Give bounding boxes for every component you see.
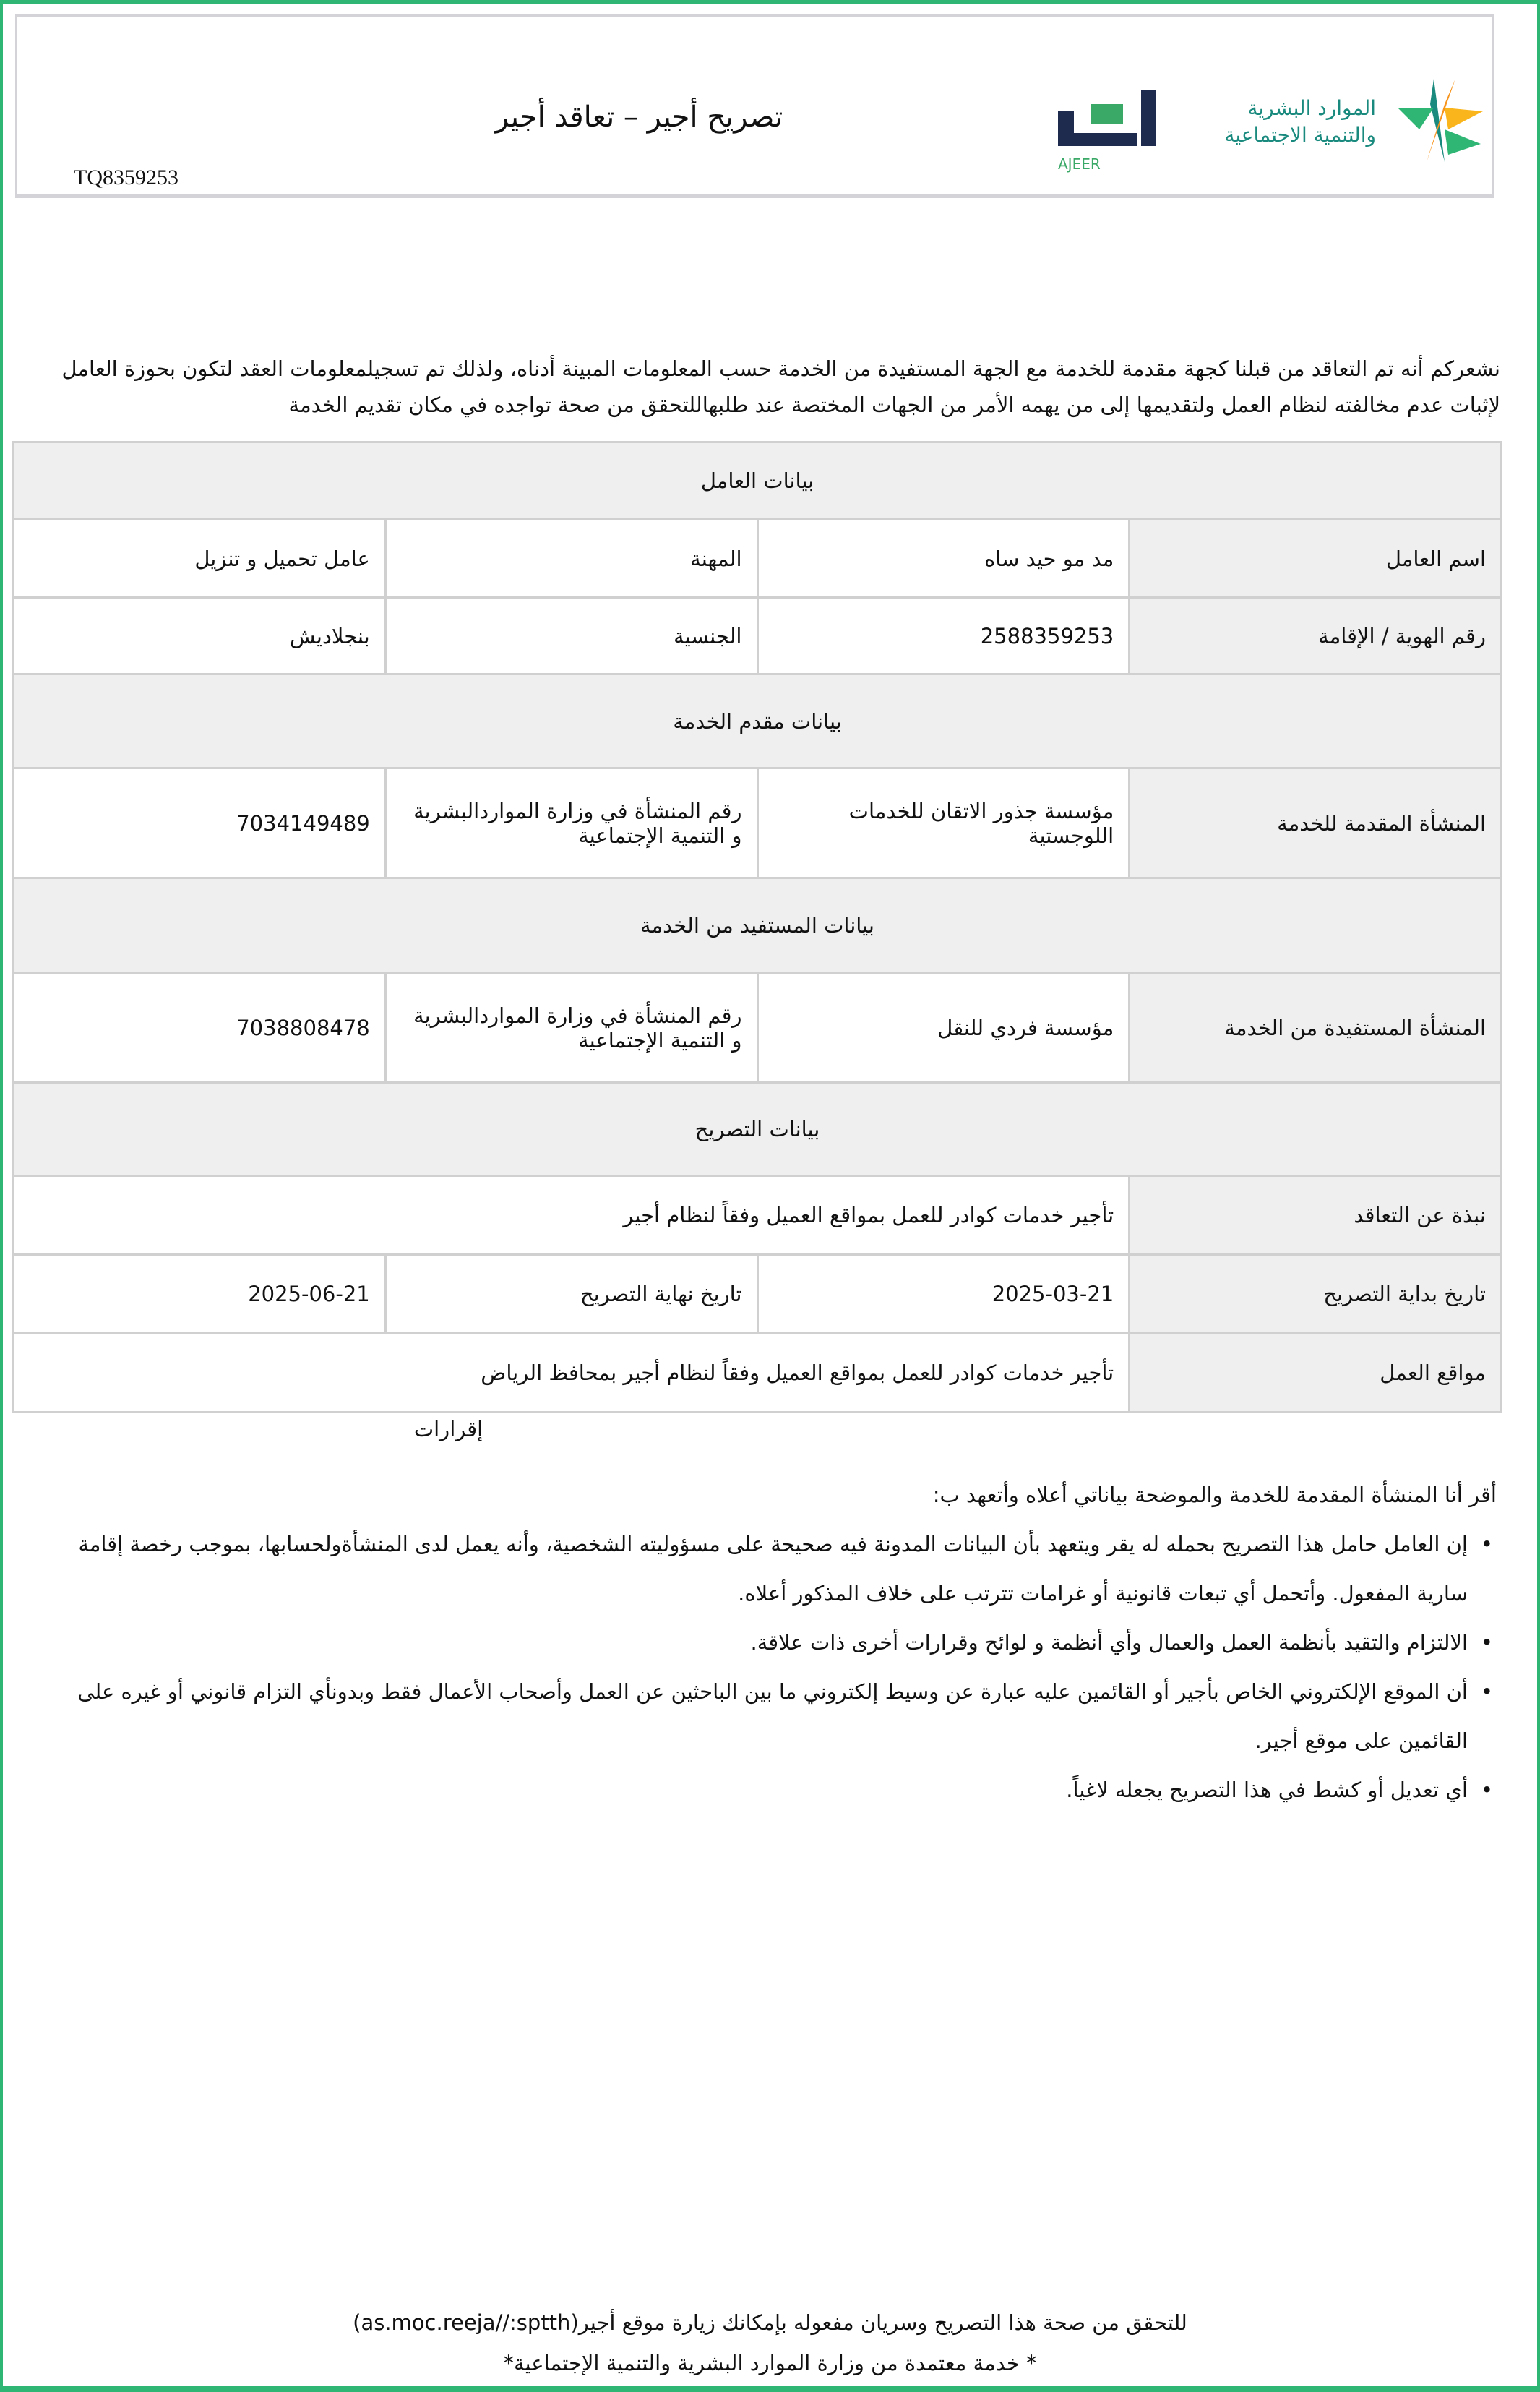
verification-note: للتحقق من صحة هذا التصريح وسريان مفعوله …: [353, 2310, 1187, 2335]
beneficiary-org: مؤسسة فردي للنقل: [756, 972, 1131, 1084]
label-id: رقم الهوية / الإقامة: [1128, 596, 1502, 675]
start-date: 2025-03-21: [756, 1253, 1131, 1334]
reference-number: TQ8359253: [74, 166, 178, 189]
label-summary: نبذة عن التعاقد: [1128, 1175, 1502, 1256]
worker-job: عامل تحميل و تنزيل: [12, 518, 387, 599]
document-header: الموارد البشرية والتنمية الاجتماعية AJEE…: [15, 14, 1494, 198]
declarations: إقرارات أقر أنا المنشأة المقدمة للخدمة و…: [43, 1417, 1497, 1814]
label-end-date: تاريخ نهاية التصريح: [384, 1253, 759, 1334]
ajeer-logo: AJEER: [1058, 90, 1156, 173]
label-job: المهنة: [384, 518, 759, 599]
section-worker: بيانات العامل: [12, 441, 1502, 520]
svg-text:AJEER: AJEER: [1058, 155, 1101, 173]
label-locations: مواقع العمل: [1128, 1332, 1502, 1413]
footer: للتحقق من صحة هذا التصريح وسريان مفعوله …: [0, 2302, 1540, 2383]
svg-text:الموارد البشرية: الموارد البشرية: [1247, 96, 1376, 120]
end-date: 2025-06-21: [12, 1253, 387, 1334]
permit-summary: تأجير خدمات كوادر للعمل بمواقع العميل وف…: [12, 1175, 1131, 1256]
declaration-item: أي تعديل أو كشط في هذا التصريح يجعله لاغ…: [43, 1765, 1497, 1814]
label-start-date: تاريخ بداية التصريح: [1128, 1253, 1502, 1334]
declarations-title: إقرارات: [413, 1417, 483, 1441]
approval-note: * خدمة معتمدة من وزارة الموارد البشرية و…: [503, 2351, 1037, 2375]
worker-name: مد مو حيد ساه: [756, 518, 1131, 599]
svg-text:والتنمية الاجتماعية: والتنمية الاجتماعية: [1224, 123, 1376, 147]
beneficiary-num: 7038808478: [12, 972, 387, 1084]
declaration-item: إن العامل حامل هذا التصريح بحمله له يقر …: [43, 1519, 1497, 1618]
label-provider-num: رقم المنشأة في وزارة المواردالبشرية و ال…: [384, 767, 759, 879]
work-locations: تأجير خدمات كوادر للعمل بمواقع العميل وف…: [12, 1332, 1131, 1413]
declaration-item: الالتزام والتقيد بأنظمة العمل والعمال وأ…: [43, 1618, 1497, 1667]
permit-table: بيانات العامل اسم العامل مد مو حيد ساه الم…: [12, 441, 1502, 1413]
declarations-list: إن العامل حامل هذا التصريح بحمله له يقر …: [43, 1519, 1497, 1814]
document-title: تصريح أجير – تعاقد أجير: [494, 100, 783, 134]
label-provider-org: المنشأة المقدمة للخدمة: [1128, 767, 1502, 879]
declaration-item: أن الموقع الإلكتروني الخاص بأجير أو القا…: [43, 1667, 1497, 1765]
provider-num: 7034149489: [12, 767, 387, 879]
ministry-logo: الموارد البشرية والتنمية الاجتماعية: [1224, 79, 1483, 162]
label-beneficiary-num: رقم المنشأة في وزارة المواردالبشرية و ال…: [384, 972, 759, 1084]
label-beneficiary-org: المنشأة المستفيدة من الخدمة: [1128, 972, 1502, 1084]
section-beneficiary: بيانات المستفيد من الخدمة: [12, 877, 1502, 974]
declarations-intro: أقر أنا المنشأة المقدمة للخدمة والموضحة …: [932, 1483, 1497, 1507]
label-worker-name: اسم العامل: [1128, 518, 1502, 599]
provider-org: مؤسسة جذور الاتقان للخدمات اللوجستية: [756, 767, 1131, 879]
section-provider: بيانات مقدم الخدمة: [12, 673, 1502, 769]
intro-paragraph: نشعركم أنه تم التعاقد من قبلنا كجهة مقدم…: [61, 356, 1500, 417]
worker-id: 2588359253: [756, 596, 1131, 675]
label-nationality: الجنسية: [384, 596, 759, 675]
section-permit: بيانات التصريح: [12, 1081, 1502, 1177]
worker-nationality: بنجلاديش: [12, 596, 387, 675]
